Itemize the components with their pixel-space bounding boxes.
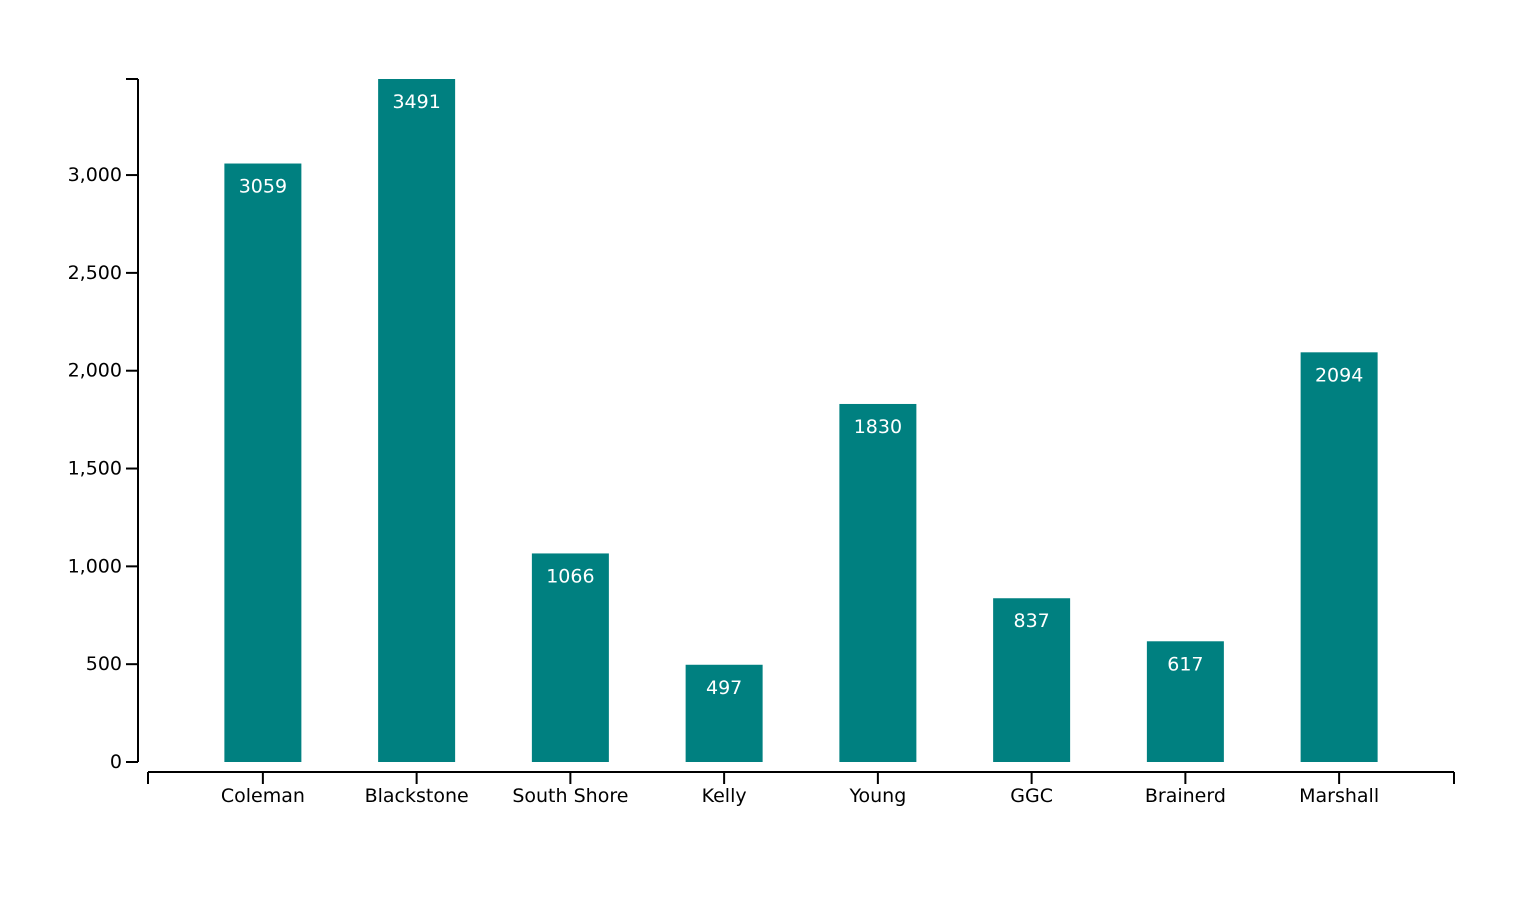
y-tick-label: 1,500 bbox=[68, 458, 122, 480]
bar bbox=[1300, 352, 1378, 762]
bar bbox=[993, 598, 1071, 762]
x-axis: Coleman Blackstone South Shore Kelly Young GG… bbox=[147, 771, 1455, 807]
bars-group bbox=[224, 79, 1378, 762]
bar-value-label: 2094 bbox=[1315, 364, 1363, 386]
bar-value-label: 497 bbox=[706, 677, 742, 699]
x-tick-label: Young bbox=[848, 785, 906, 807]
y-tick-label: 3,000 bbox=[68, 164, 122, 186]
x-tick-label: Kelly bbox=[702, 785, 747, 807]
y-tick-label: 2,000 bbox=[68, 360, 122, 382]
bar bbox=[224, 163, 302, 762]
bar-value-label: 1830 bbox=[854, 416, 902, 438]
bar bbox=[531, 553, 609, 762]
y-tick-label: 0 bbox=[110, 751, 122, 773]
x-tick-label: Blackstone bbox=[365, 785, 469, 807]
x-tick-label: South Shore bbox=[512, 785, 628, 807]
bar bbox=[378, 79, 456, 762]
x-tick-label: GGC bbox=[1010, 785, 1053, 807]
bar-value-label: 3059 bbox=[239, 176, 287, 198]
bar bbox=[685, 664, 763, 762]
x-tick-label: Coleman bbox=[221, 785, 305, 807]
bar bbox=[1146, 641, 1224, 762]
bar-value-labels: 3059 3491 1066 497 1830 837 617 2094 bbox=[239, 91, 1364, 699]
y-axis: 0 500 1,000 1,500 2,000 2,500 3,000 bbox=[68, 78, 139, 773]
bar-value-label: 3491 bbox=[392, 91, 440, 113]
y-tick-label: 500 bbox=[86, 653, 122, 675]
y-tick-label: 2,500 bbox=[68, 262, 122, 284]
bar bbox=[839, 403, 917, 762]
bar-value-label: 837 bbox=[1013, 610, 1049, 632]
x-tick-label: Marshall bbox=[1299, 785, 1379, 807]
bar-value-label: 617 bbox=[1167, 653, 1203, 675]
y-tick-label: 1,000 bbox=[68, 555, 122, 577]
x-tick-label: Brainerd bbox=[1145, 785, 1226, 807]
bar-value-label: 1066 bbox=[546, 565, 594, 587]
